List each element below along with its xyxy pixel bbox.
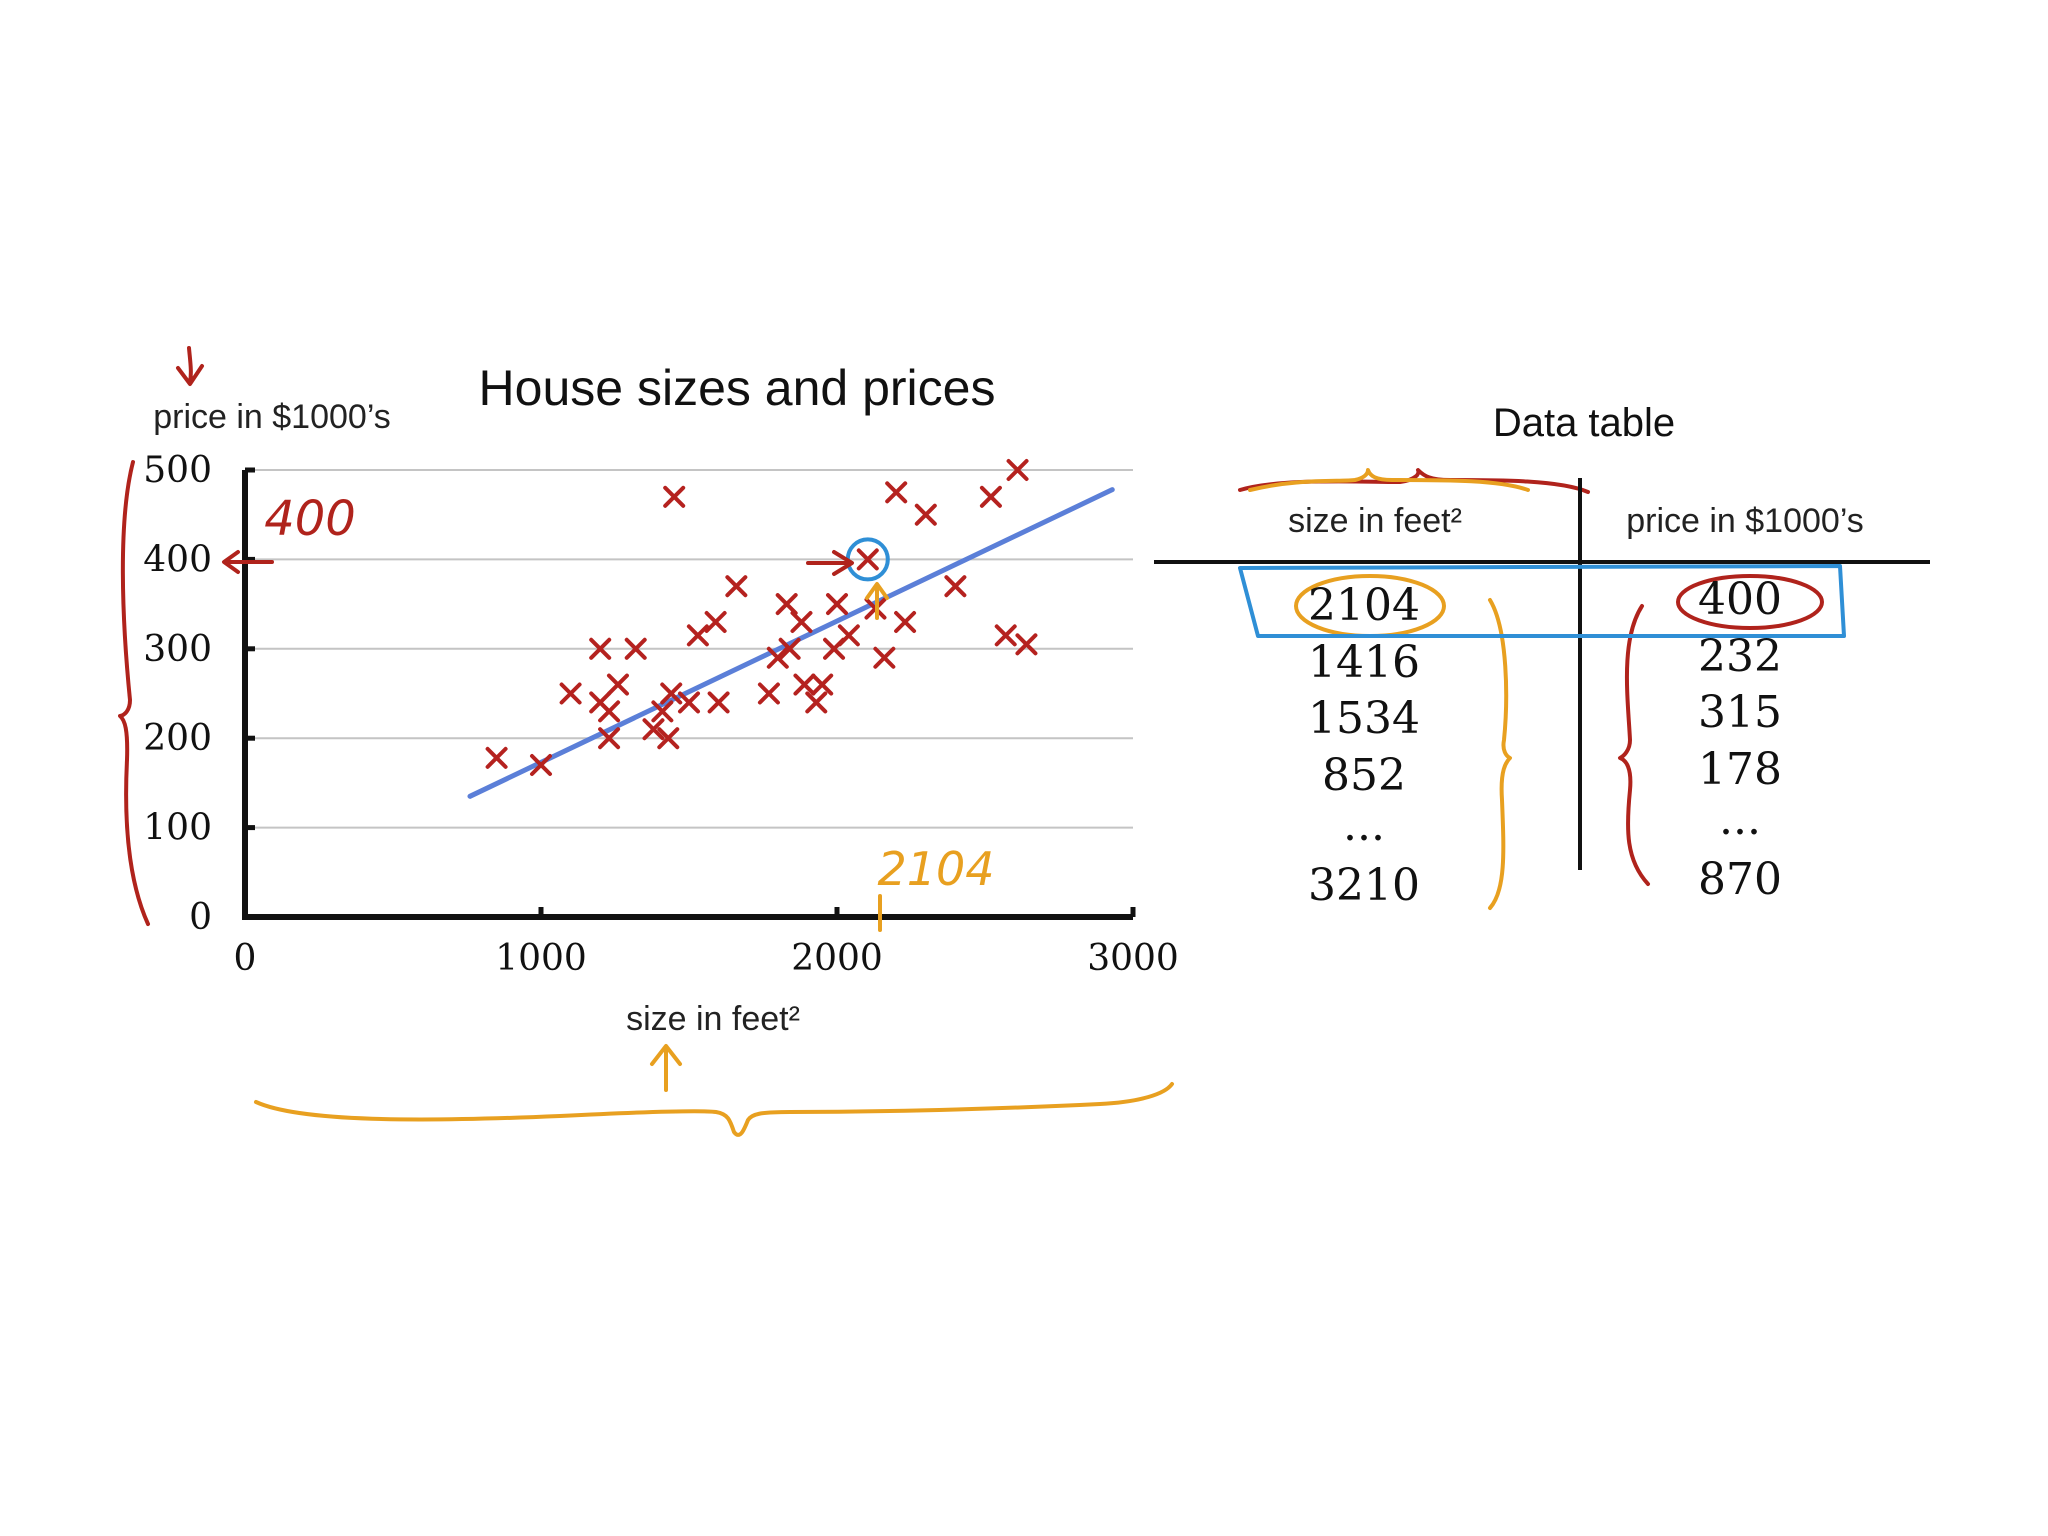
tick-labels: 0 100 200 300 400 500 0 1000 2000 3000: [143, 450, 1179, 979]
table-price-cell: 870: [1698, 854, 1782, 905]
y-tick-label: 100: [143, 808, 212, 849]
data-point-marker: [757, 682, 780, 705]
data-point-marker: [944, 575, 967, 598]
data-point-marker: [707, 691, 730, 714]
chart-title: House sizes and prices: [479, 360, 996, 416]
data-point-marker: [775, 593, 798, 616]
data-point-marker: [811, 673, 834, 696]
y-tick-label: 300: [143, 629, 212, 670]
y-tick-label: 400: [143, 539, 212, 580]
table-price-cell: 232: [1698, 631, 1782, 682]
data-points: [485, 459, 1038, 777]
data-point-marker: [837, 624, 860, 647]
table-header-price: price in $1000’s: [1626, 502, 1864, 540]
down-arrow-icon: [176, 346, 204, 386]
data-point-marker: [766, 646, 789, 669]
table-price-cell: ...: [1719, 794, 1761, 845]
handwritten-2104: 2104: [877, 842, 994, 896]
price-pointer-arrow-icon: [222, 550, 274, 574]
grid-lines: [245, 469, 1133, 829]
data-point-marker: [704, 610, 727, 633]
up-arrow-to-xlabel-icon: [650, 1044, 682, 1092]
x-axis-label: size in feet²: [626, 1000, 800, 1038]
data-point-marker: [914, 503, 937, 526]
data-point-marker: [485, 746, 508, 769]
data-point-marker: [624, 637, 647, 660]
table-size-cell: 3210: [1308, 860, 1420, 911]
first-row-highlight-box: [1238, 564, 1846, 638]
data-point-marker: [642, 718, 665, 741]
point-pointer-arrow-icon: [806, 550, 854, 576]
data-point-marker: [598, 700, 621, 723]
y-tick-label: 500: [143, 450, 212, 491]
x-tick-label: 2000: [791, 938, 883, 979]
axes: [242, 467, 1136, 920]
data-point-marker: [663, 485, 686, 508]
table-price-cell: 315: [1698, 687, 1782, 738]
data-point-marker: [805, 691, 828, 714]
data-point-marker: [778, 637, 801, 660]
data-point-marker: [994, 624, 1017, 647]
table-header-size: size in feet²: [1288, 502, 1462, 540]
y-tick-label: 200: [143, 718, 212, 759]
data-point-marker: [1015, 633, 1038, 656]
data-point-marker: [598, 727, 621, 750]
data-point-marker: [678, 691, 700, 714]
data-point-marker: [651, 700, 674, 723]
data-point-marker: [894, 610, 917, 633]
x-axis-brace: [254, 1082, 1174, 1137]
size-column-brace: [1248, 468, 1530, 492]
data-point-marker: [856, 548, 879, 571]
data-point-marker: [1006, 459, 1029, 481]
data-point-marker: [559, 682, 582, 705]
data-point-marker: [826, 593, 848, 616]
data-point-marker: [790, 610, 813, 633]
price-rows-brace: [1618, 604, 1650, 886]
data-point-marker: [686, 624, 709, 647]
table-title: Data table: [1493, 401, 1675, 445]
x-tick-label: 1000: [495, 938, 587, 979]
data-point-marker: [660, 682, 683, 705]
table-price-cell: 178: [1698, 744, 1782, 795]
data-point-marker: [979, 485, 1002, 508]
price-400-circle: [1676, 574, 1824, 630]
handwritten-400: 400: [264, 491, 356, 547]
size-rows-brace: [1488, 598, 1512, 910]
table-size-cell: 1534: [1308, 693, 1420, 744]
data-point-marker: [873, 646, 896, 669]
y-axis-brace: [118, 460, 150, 926]
x-tick-label: 3000: [1087, 938, 1179, 979]
y-axis-label: price in $1000’s: [153, 398, 391, 436]
table-size-cell: 2104: [1308, 580, 1420, 631]
table-size-cell: 1416: [1308, 637, 1420, 688]
orange-annotations: [254, 468, 1530, 1137]
table-size-cell: ...: [1343, 800, 1385, 851]
regression-fit-line: [467, 487, 1115, 799]
data-point-marker: [725, 575, 748, 598]
data-point-marker: [793, 673, 816, 696]
data-point-marker: [530, 754, 552, 777]
up-arrow-to-point-icon: [865, 582, 889, 620]
data-point-marker: [606, 673, 629, 696]
data-point-marker: [885, 481, 908, 504]
table-size-cell: 852: [1322, 750, 1406, 801]
x-tick-label: 0: [234, 938, 257, 979]
table-price-cell: 400: [1698, 574, 1782, 625]
y-tick-label: 0: [189, 897, 212, 938]
data-point-marker: [589, 637, 612, 660]
data-point-marker: [657, 727, 680, 750]
